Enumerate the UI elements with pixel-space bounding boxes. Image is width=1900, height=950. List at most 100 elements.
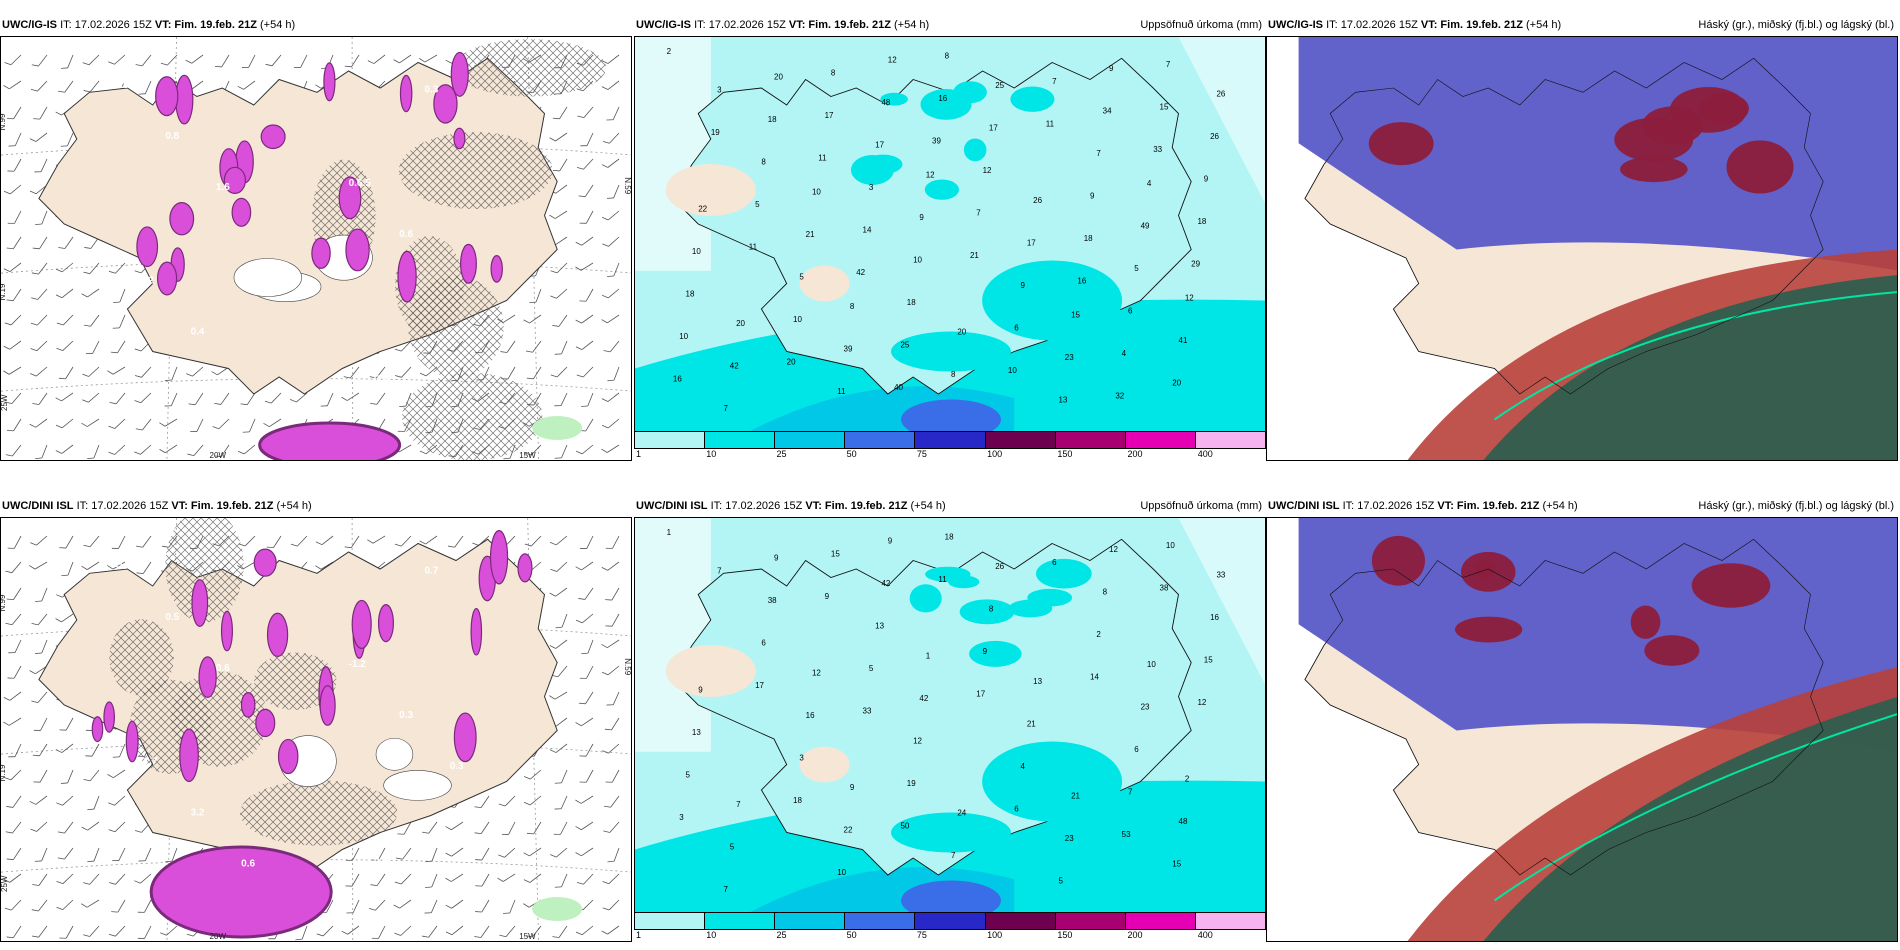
init-time: IT: 17.02.2026 15Z bbox=[60, 19, 152, 31]
precip-amount-label: 42 bbox=[730, 362, 739, 371]
map-frame: 0.5 0.6.5 1.2 0.6 0.8 0.6 0.4 0.3 1.6 N.99 N.19 N.5… bbox=[0, 36, 632, 461]
precip-amount-label: 7 bbox=[736, 800, 741, 809]
precip-amount-label: 17 bbox=[875, 141, 884, 150]
precip-amount-label: 40 bbox=[894, 383, 903, 392]
forecast-offset: (+54 h) bbox=[1542, 500, 1578, 512]
map-canvas bbox=[1267, 518, 1897, 941]
precip-amount-label: 8 bbox=[831, 68, 836, 77]
precip-amount-label: 15 bbox=[1160, 102, 1169, 111]
precip-amount-label: 2 bbox=[1185, 775, 1190, 784]
precip-value-label: 0.6 bbox=[399, 229, 413, 240]
precip-amount-label: 50 bbox=[900, 821, 909, 830]
precip-amount-label: 7 bbox=[976, 209, 981, 218]
precip-value-label: 0.4 bbox=[191, 327, 205, 338]
precip-amount-label: 7 bbox=[717, 566, 722, 575]
precip-amount-label: 25 bbox=[900, 340, 909, 349]
precip-value-label: 0.3 bbox=[399, 710, 413, 721]
precip-amount-label: 23 bbox=[1141, 702, 1150, 711]
graticule-label: N.59 bbox=[623, 177, 632, 194]
legend-swatch bbox=[1195, 432, 1265, 448]
precip-amount-label: 42 bbox=[856, 268, 865, 277]
precip-value-label: 0.7 bbox=[424, 565, 438, 576]
precip-value-label: 1.2 bbox=[140, 276, 154, 287]
precip-amount-label: 26 bbox=[1033, 196, 1042, 205]
precip-amount-label: 18 bbox=[768, 115, 777, 124]
precip-amount-label: 8 bbox=[951, 370, 956, 379]
legend-ticks: 1 10 25 50 75 100 150 200 400 bbox=[634, 449, 1266, 461]
panel-header: UWC/DINI ISL IT: 17.02.2026 15Z VT: Fim.… bbox=[1266, 495, 1898, 517]
precip-amount-label: 12 bbox=[913, 736, 922, 745]
map-frame bbox=[1266, 36, 1898, 461]
model-name: UWC/DINI ISL bbox=[2, 500, 74, 512]
legend-swatch bbox=[845, 432, 916, 448]
precip-amount-label: 9 bbox=[1204, 175, 1209, 184]
legend-swatch bbox=[635, 432, 706, 448]
legend-swatch bbox=[845, 913, 916, 929]
graticule-label: N.99 bbox=[1, 594, 7, 611]
precip-amount-label: 12 bbox=[1185, 294, 1194, 303]
precip-amount-label: 1 bbox=[667, 528, 672, 537]
legend-colorbar bbox=[634, 431, 1266, 449]
precip-amount-label: 11 bbox=[1046, 119, 1055, 128]
precip-amount-label: 20 bbox=[787, 357, 796, 366]
map-canvas: 0.5 0.6.5 1.2 0.6 0.8 0.6 0.4 0.3 1.6 N.99 N.19 N.5… bbox=[1, 37, 632, 460]
precip-amount-label: 14 bbox=[1090, 673, 1099, 682]
init-time: IT: 17.02.2026 15Z bbox=[76, 500, 169, 512]
legend-swatch bbox=[1055, 432, 1126, 448]
precip-amount-label: 21 bbox=[1027, 719, 1036, 728]
valid-time-label: VT: bbox=[171, 500, 188, 512]
graticule-label: 15W bbox=[519, 932, 536, 941]
precip-legend: 1 10 25 50 75 100 150 200 400 bbox=[634, 912, 1266, 942]
precip-amount-label: 15 bbox=[1172, 860, 1181, 869]
precip-amount-label: 5 bbox=[686, 770, 691, 779]
precip-amount-label: 21 bbox=[806, 230, 815, 239]
legend-ticks: 1 10 25 50 75 100 150 200 400 bbox=[634, 930, 1266, 942]
panel-header: UWC/DINI ISL IT: 17.02.2026 15Z VT: Fim.… bbox=[0, 495, 632, 517]
legend-swatch bbox=[635, 913, 706, 929]
precip-amount-label: 12 bbox=[888, 56, 897, 65]
precip-amount-label: 5 bbox=[799, 272, 804, 281]
legend-tick-label: 75 bbox=[916, 930, 927, 940]
precip-amount-label: 4 bbox=[1021, 762, 1026, 771]
legend-tick-label: 200 bbox=[1127, 930, 1143, 940]
precip-amount-label: 9 bbox=[1021, 281, 1026, 290]
panel-title: Háský (gr.), miðský (fj.bl.) og lágský (… bbox=[1698, 500, 1894, 512]
precip-amount-label: 20 bbox=[736, 319, 745, 328]
precip-amount-label: 10 bbox=[679, 332, 688, 341]
precip-amount-label: 4 bbox=[1122, 349, 1127, 358]
precip-amount-label: 17 bbox=[755, 681, 764, 690]
precip-amount-label: 22 bbox=[698, 204, 707, 213]
precip-amount-label: 26 bbox=[995, 562, 1004, 571]
valid-time-label: VT: bbox=[805, 500, 822, 512]
precip-amount-label: 12 bbox=[926, 170, 935, 179]
precip-value-label: 0.3 bbox=[424, 84, 438, 95]
precip-amount-label: 12 bbox=[812, 668, 821, 677]
precip-amount-label: 9 bbox=[888, 537, 893, 546]
precip-amount-label: 7 bbox=[1096, 149, 1101, 158]
panel-header: UWC/DINI ISL IT: 17.02.2026 15Z VT: Fim.… bbox=[634, 495, 1266, 517]
precip-amount-label: 23 bbox=[1065, 353, 1074, 362]
precip-value-label: -1.0 bbox=[115, 561, 133, 572]
precip-amount-label: 48 bbox=[881, 98, 890, 107]
precip-legend: 1 10 25 50 75 100 150 200 400 bbox=[634, 431, 1266, 461]
init-time: IT: 17.02.2026 15Z bbox=[1326, 19, 1418, 31]
precip-amount-label: 20 bbox=[1172, 379, 1181, 388]
precip-amount-label: 1 bbox=[926, 651, 931, 660]
precip-amount-label: 24 bbox=[957, 809, 966, 818]
precip-amount-label: 38 bbox=[1160, 583, 1169, 592]
legend-swatch bbox=[1055, 913, 1126, 929]
legend-tick-label: 1 bbox=[636, 449, 642, 459]
valid-time-label: VT: bbox=[1420, 19, 1438, 31]
precip-amount-label: 3 bbox=[799, 753, 804, 762]
precip-amount-label: 14 bbox=[863, 226, 872, 235]
precip-amount-label: 48 bbox=[1179, 817, 1188, 826]
precip-amount-label: 16 bbox=[806, 711, 815, 720]
precip-amount-label: 6 bbox=[1014, 323, 1019, 332]
precip-amount-label: 32 bbox=[1115, 391, 1124, 400]
forecast-offset: (+54 h) bbox=[910, 500, 946, 512]
precip-amount-label: 13 bbox=[692, 728, 701, 737]
precip-amount-label: 21 bbox=[1071, 792, 1080, 801]
model-name: UWC/IG-IS bbox=[2, 19, 57, 31]
precip-amount-label: 8 bbox=[989, 605, 994, 614]
